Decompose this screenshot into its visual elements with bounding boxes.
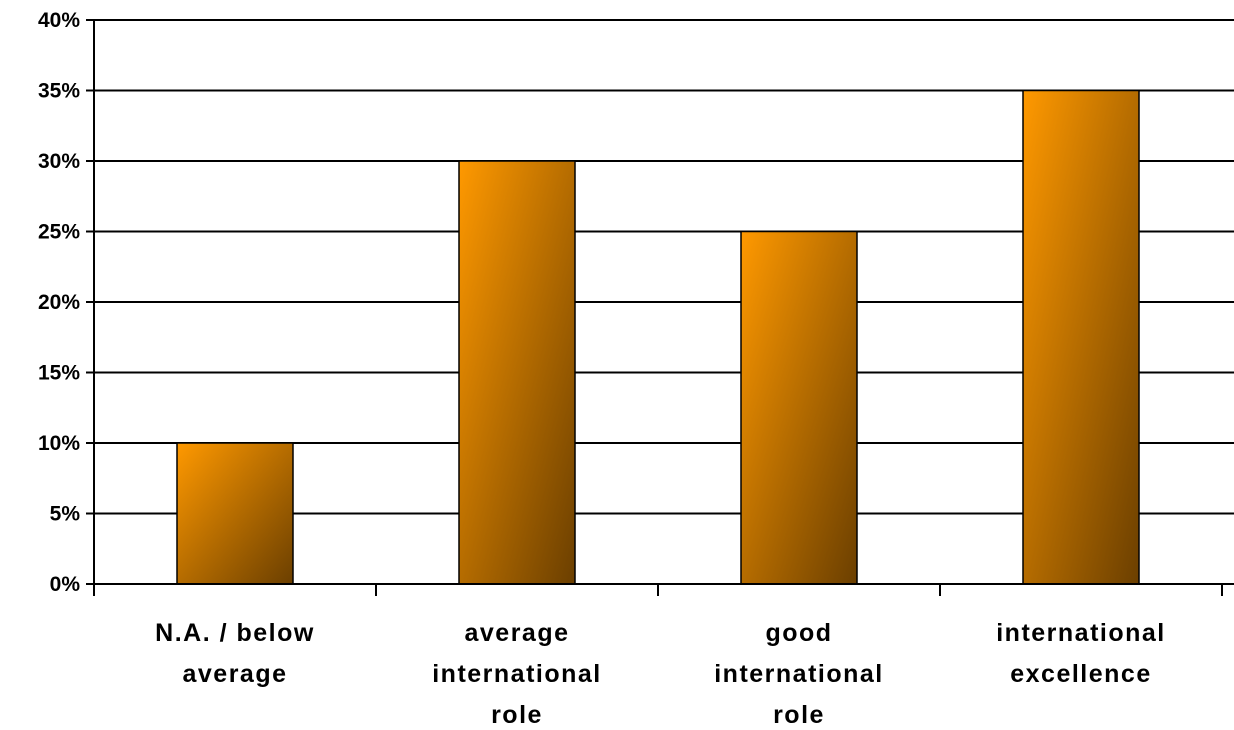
category-label-1-line-1: international: [432, 660, 602, 688]
category-label-2-line-1: international: [714, 660, 884, 688]
y-tick-labels: 0% 5% 10% 15% 20% 25% 30% 35% 40%: [38, 9, 80, 596]
category-label-3: international excellence: [996, 619, 1166, 688]
y-tick-label-25: 25%: [38, 221, 80, 244]
category-label-0: N.A. / below average: [155, 619, 315, 688]
category-label-3-line-0: international: [996, 619, 1166, 647]
bar-2: [740, 230, 858, 585]
category-label-1-line-0: average: [464, 619, 569, 647]
category-label-3-line-1: excellence: [1010, 660, 1152, 688]
category-label-1-line-2: role: [491, 701, 543, 729]
y-tick-label-30: 30%: [38, 150, 80, 173]
bars: [176, 89, 1140, 585]
y-tick-label-20: 20%: [38, 291, 80, 314]
y-tick-label-5: 5%: [50, 503, 81, 526]
bar-1: [458, 160, 576, 585]
y-tick-label-0: 0%: [50, 573, 81, 596]
bar-0: [176, 442, 294, 585]
y-tick-label-10: 10%: [38, 432, 80, 455]
y-tick-label-35: 35%: [38, 80, 80, 103]
category-label-2-line-2: role: [773, 701, 825, 729]
x-category-labels: N.A. / below average average international r…: [155, 619, 1166, 729]
category-label-0-line-1: average: [182, 660, 287, 688]
category-label-2-line-0: good: [765, 619, 832, 647]
category-label-1: average international role: [432, 619, 602, 729]
category-label-0-line-0: N.A. / below: [155, 619, 315, 647]
bar-3: [1022, 89, 1140, 585]
axes: [86, 19, 1234, 596]
category-label-2: good international role: [714, 619, 884, 729]
y-tick-label-40: 40%: [38, 9, 80, 32]
y-tick-label-15: 15%: [38, 362, 80, 385]
